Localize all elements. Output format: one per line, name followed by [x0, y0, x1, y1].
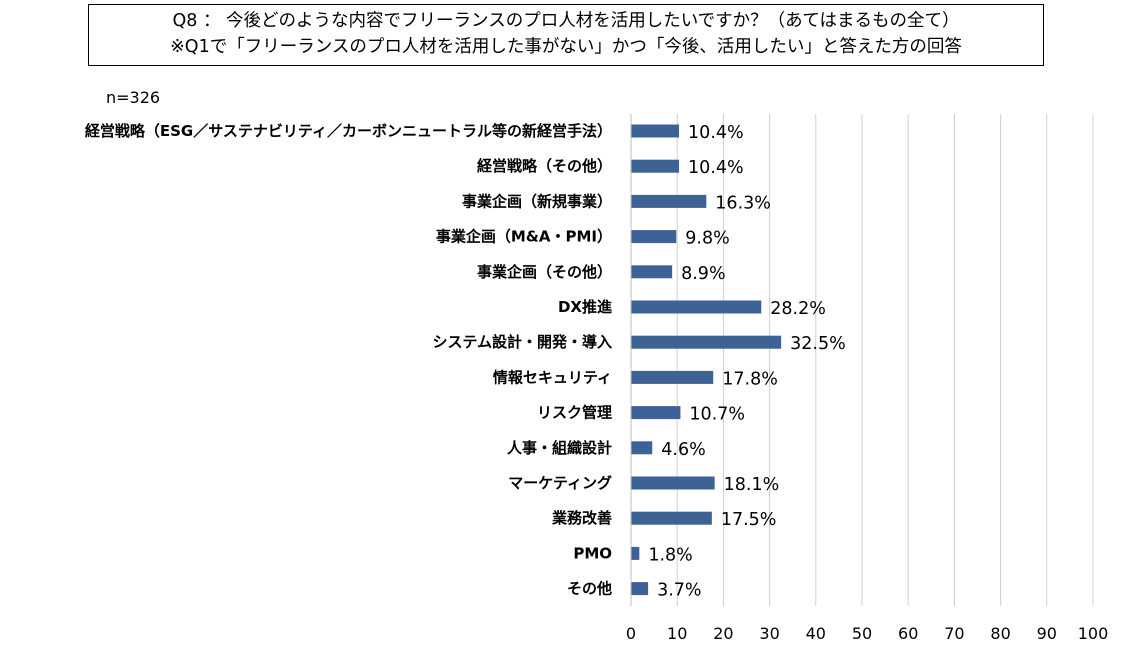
category-label-0: 経営戦略（ESG／サステナビリティ／カーボンニュートラル等の新経営手法）: [85, 122, 612, 140]
bar-8: [631, 406, 681, 420]
value-label-8: 10.7%: [689, 405, 745, 425]
chart-subtitle: ※Q1で「フリーランスのプロ人材を活用した事がない」かつ「今後、活用したい」と答…: [170, 37, 962, 57]
category-label-10: マーケティング: [508, 474, 612, 492]
x-tick-label-80: 80: [990, 624, 1010, 643]
bar-3: [631, 230, 677, 244]
value-label-7: 17.8%: [722, 369, 778, 389]
x-tick-label-10: 10: [667, 624, 687, 643]
category-label-3: 事業企画（M&A・PMI）: [436, 228, 612, 246]
bar-6: [631, 335, 782, 349]
bar-7: [631, 370, 714, 384]
value-label-13: 3.7%: [657, 581, 701, 601]
category-label-5: DX推進: [558, 298, 613, 316]
sample-size-label: n=326: [106, 88, 161, 107]
bar-12: [631, 546, 640, 560]
x-tick-label-100: 100: [1078, 624, 1109, 643]
bar-11: [631, 511, 712, 525]
category-label-6: システム設計・開発・導入: [432, 333, 612, 351]
x-tick-label-20: 20: [713, 624, 733, 643]
value-label-0: 10.4%: [688, 123, 744, 143]
bar-1: [631, 159, 680, 173]
category-label-11: 業務改善: [551, 509, 612, 527]
bar-13: [631, 582, 649, 596]
value-label-10: 18.1%: [724, 475, 780, 495]
x-tick-label-50: 50: [852, 624, 872, 643]
bar-10: [631, 476, 715, 490]
category-label-9: 人事・組織設計: [507, 439, 612, 457]
bar-9: [631, 441, 653, 455]
category-label-7: 情報セキュリティ: [493, 368, 612, 386]
category-label-12: PMO: [573, 544, 612, 562]
value-label-11: 17.5%: [721, 510, 777, 530]
value-label-6: 32.5%: [790, 334, 846, 354]
value-label-4: 8.9%: [681, 264, 725, 284]
value-label-1: 10.4%: [688, 158, 744, 178]
bar-5: [631, 300, 762, 314]
category-label-2: 事業企画（新規事業）: [462, 192, 612, 210]
x-tick-label-40: 40: [806, 624, 826, 643]
bar-0: [631, 124, 680, 138]
value-label-5: 28.2%: [770, 299, 826, 319]
x-tick-label-30: 30: [759, 624, 779, 643]
chart-title: Q8 ： 今後どのような内容でフリーランスのプロ人材を活用したいですか？（あては…: [172, 11, 960, 31]
value-label-12: 1.8%: [648, 545, 692, 565]
bar-2: [631, 194, 707, 208]
value-label-2: 16.3%: [715, 193, 771, 213]
chart-title-box: Q8 ： 今後どのような内容でフリーランスのプロ人材を活用したいですか？（あては…: [88, 4, 1044, 66]
category-label-1: 経営戦略（その他）: [477, 157, 612, 175]
bar-4: [631, 265, 673, 279]
category-label-4: 事業企画（その他）: [477, 263, 612, 281]
x-tick-label-0: 0: [626, 624, 636, 643]
x-tick-label-90: 90: [1037, 624, 1057, 643]
category-label-8: リスク管理: [537, 404, 612, 422]
x-tick-label-60: 60: [898, 624, 918, 643]
value-label-9: 4.6%: [661, 440, 705, 460]
x-tick-label-70: 70: [944, 624, 964, 643]
value-label-3: 9.8%: [685, 229, 729, 249]
category-label-13: その他: [567, 580, 612, 598]
